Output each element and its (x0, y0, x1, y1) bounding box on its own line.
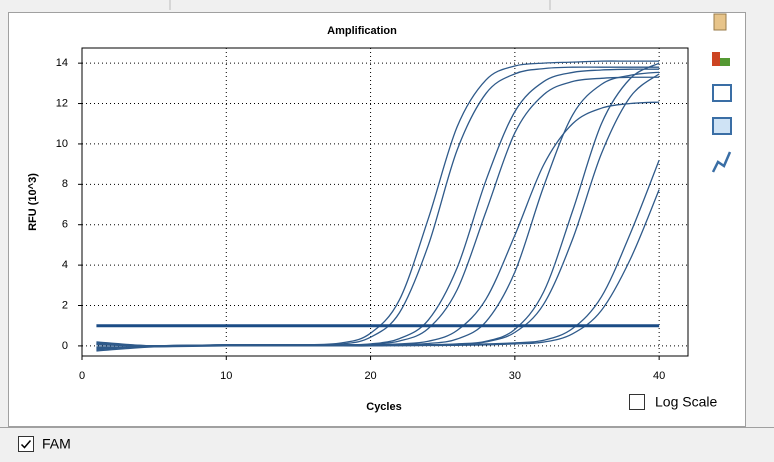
y-tick-label: 14 (56, 57, 68, 69)
log-scale-checkbox[interactable] (629, 394, 645, 410)
y-tick-label: 10 (56, 138, 68, 150)
copy-icon[interactable] (713, 13, 727, 31)
fam-label[interactable]: FAM (42, 436, 71, 452)
chart-options-icon-part (720, 58, 730, 66)
x-tick-label: 20 (364, 370, 376, 382)
toolbar (711, 13, 732, 173)
zoom-icon[interactable] (712, 117, 732, 135)
export-icon[interactable] (712, 84, 732, 102)
y-tick-label: 2 (62, 299, 68, 311)
x-axis-label: Cycles (366, 401, 401, 413)
plot: 0 10 20 30 40 0 2 4 6 8 10 12 14 (56, 48, 688, 382)
amplification-curve (96, 189, 660, 348)
y-tick-label: 12 (56, 97, 68, 109)
x-tick-label: 10 (220, 370, 232, 382)
tab-strip (0, 0, 774, 12)
chart-title: Amplification (327, 25, 397, 37)
x-tick-label: 30 (509, 370, 521, 382)
log-scale-label[interactable]: Log Scale (655, 394, 717, 410)
x-tick-label: 0 (79, 370, 85, 382)
plot-area (81, 47, 689, 357)
chart-options-icon[interactable] (712, 52, 720, 66)
x-tick-label: 40 (653, 370, 665, 382)
y-tick-label: 8 (62, 178, 68, 190)
y-tick-label: 4 (62, 259, 68, 271)
y-axis-label: RFU (10^3) (27, 173, 39, 231)
y-tick-label: 0 (62, 340, 68, 352)
checkmark (20, 440, 32, 449)
y-tick-label: 6 (62, 219, 68, 231)
trace-icon[interactable] (711, 151, 732, 173)
fam-checkbox[interactable] (18, 436, 34, 452)
